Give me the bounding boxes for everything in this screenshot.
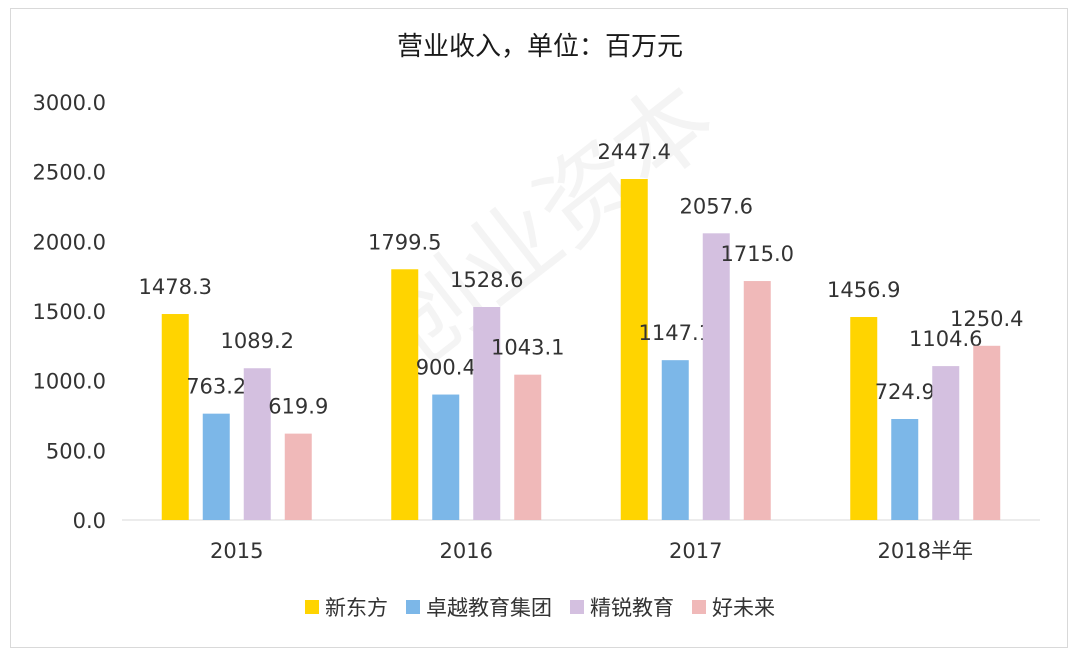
legend-item: 卓越教育集团 bbox=[406, 592, 552, 622]
bar bbox=[702, 233, 730, 520]
data-label: 1456.9 bbox=[827, 278, 900, 302]
x-tick-label: 2017 bbox=[669, 539, 722, 563]
bar bbox=[973, 345, 1001, 520]
y-tick-label: 0.0 bbox=[73, 509, 106, 533]
bar bbox=[284, 433, 312, 520]
y-tick-label: 500.0 bbox=[46, 439, 106, 463]
bar bbox=[202, 413, 230, 520]
y-tick-label: 1500.0 bbox=[33, 300, 106, 324]
bar bbox=[743, 281, 771, 520]
y-tick-label: 3000.0 bbox=[33, 91, 106, 115]
y-tick-label: 2000.0 bbox=[33, 230, 106, 254]
data-label: 724.9 bbox=[875, 380, 935, 404]
y-tick-label: 2500.0 bbox=[33, 161, 106, 185]
legend-label: 新东方 bbox=[325, 596, 388, 620]
bar bbox=[891, 418, 919, 520]
data-label: 2447.4 bbox=[598, 140, 671, 164]
legend-label: 卓越教育集团 bbox=[426, 596, 552, 620]
data-label: 900.4 bbox=[416, 356, 476, 380]
bar bbox=[661, 360, 689, 520]
legend-item: 新东方 bbox=[305, 592, 388, 622]
bar bbox=[514, 374, 542, 520]
legend-item: 精锐教育 bbox=[570, 592, 674, 622]
x-tick-label: 2018半年 bbox=[878, 539, 973, 563]
bar-chart: 0.0 500.0 1000.0 1500.0 2000.0 2500.0 3000.0 14… bbox=[33, 91, 1040, 563]
data-label: 1250.4 bbox=[950, 307, 1023, 331]
data-label: 1089.2 bbox=[221, 329, 294, 353]
bar bbox=[620, 178, 648, 520]
data-label: 1478.3 bbox=[139, 275, 212, 299]
data-label: 763.2 bbox=[186, 375, 246, 399]
data-label: 619.9 bbox=[268, 395, 328, 419]
x-tick-label: 2016 bbox=[440, 539, 493, 563]
legend-swatch bbox=[692, 600, 706, 614]
legend-swatch bbox=[305, 600, 319, 614]
data-label: 2057.6 bbox=[680, 194, 753, 218]
bar bbox=[473, 307, 501, 520]
data-label: 1043.1 bbox=[491, 336, 564, 360]
data-label: 1104.6 bbox=[909, 327, 982, 351]
bar bbox=[932, 366, 960, 520]
chart-title: 营业收入，单位：百万元 bbox=[396, 32, 683, 62]
bar bbox=[243, 368, 271, 520]
data-label: 1799.5 bbox=[368, 230, 441, 254]
legend-label: 精锐教育 bbox=[590, 596, 674, 620]
legend-swatch bbox=[406, 600, 420, 614]
bar bbox=[161, 314, 189, 520]
legend: 新东方 卓越教育集团 精锐教育 好未来 bbox=[0, 592, 1080, 622]
legend-item: 好未来 bbox=[692, 592, 775, 622]
data-label: 1147.1 bbox=[639, 321, 712, 345]
bar bbox=[850, 317, 878, 520]
x-tick-label: 2015 bbox=[210, 539, 263, 563]
legend-swatch bbox=[570, 600, 584, 614]
bar bbox=[432, 394, 460, 520]
data-label: 1528.6 bbox=[450, 268, 523, 292]
y-tick-label: 1000.0 bbox=[33, 370, 106, 394]
bar bbox=[391, 269, 419, 520]
legend-label: 好未来 bbox=[712, 596, 775, 620]
data-label: 1715.0 bbox=[721, 242, 794, 266]
